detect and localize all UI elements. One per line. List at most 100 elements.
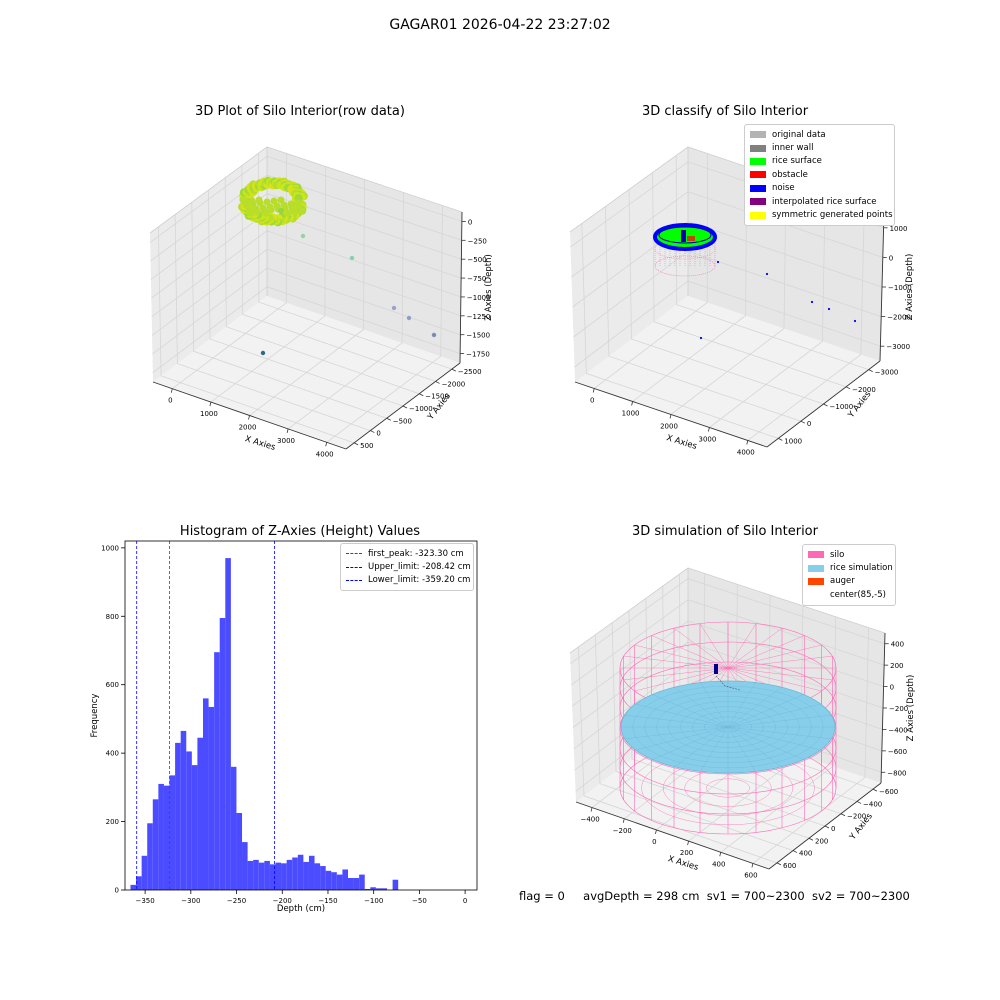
point-rice (292, 204, 301, 213)
silo-roof-wire (727, 667, 833, 681)
point-rice (263, 198, 271, 206)
x-tick (170, 388, 173, 393)
x-gridline (287, 192, 404, 430)
legend-label: auger (830, 576, 855, 587)
point-rice (293, 183, 302, 192)
legend-label: original data (772, 129, 826, 140)
point-rice (274, 205, 282, 213)
histogram-bar (197, 737, 203, 890)
point-rice (294, 186, 304, 196)
histogram-bar (152, 799, 159, 890)
y-axis-line (768, 782, 882, 870)
silo-roof-wire (699, 667, 729, 713)
histogram-bar (342, 869, 348, 890)
z-gridline (574, 683, 883, 771)
point-rice (288, 203, 296, 211)
point-rice (257, 183, 266, 192)
y-axis-label: Y Axies (425, 391, 453, 423)
point-rice (259, 204, 267, 212)
histogram-bar (169, 775, 176, 890)
rice-mesh-spoke (727, 726, 756, 772)
legend-entry: rice surface (750, 155, 889, 168)
point-rice (275, 215, 285, 224)
legend-entry: auger (808, 575, 890, 588)
legend-swatch (750, 157, 766, 165)
y-gridline (611, 622, 810, 839)
point-noise (716, 260, 720, 264)
x-gridline (752, 627, 869, 864)
y-gridline (174, 214, 371, 431)
histogram-bar (230, 766, 237, 890)
x-gridline (688, 605, 804, 842)
histogram-bar (292, 857, 298, 890)
y-tick-label: −600 (879, 788, 898, 796)
point-rice (242, 207, 252, 217)
point-rice (270, 197, 278, 205)
sv1-text: sv1 = 700~2300 (706, 889, 805, 903)
point-outlier (300, 233, 306, 239)
point-rice (294, 194, 303, 203)
point-rice (260, 181, 269, 190)
y-tick-label: 600 (106, 681, 119, 689)
avg-depth-text: avgDepth = 298 cm (583, 889, 700, 903)
point-rice (260, 207, 268, 215)
y-tick (845, 386, 851, 390)
point-rice (292, 202, 301, 211)
z-tick-label: −500 (467, 256, 486, 264)
y-gridline (581, 223, 779, 439)
y-tick-label: −2000 (852, 386, 876, 394)
point-rice (273, 202, 281, 210)
point-rice (242, 187, 252, 197)
point-rice (252, 214, 262, 223)
legend-entry: silo (808, 548, 890, 561)
rice-mesh-spoke (652, 694, 729, 728)
y-gridline (224, 177, 420, 395)
z-gridline (573, 662, 883, 750)
y-tick-label: −200 (847, 813, 866, 821)
point-rice (252, 205, 260, 213)
x-gridline (172, 153, 287, 390)
x-tick-label: −350 (135, 897, 154, 905)
x-tick (622, 818, 625, 823)
y-tick (800, 420, 806, 424)
silo-roof-wire (727, 628, 783, 669)
z-tick-label: −1750 (466, 351, 490, 359)
z-axis-line (459, 211, 463, 364)
x-gridline (249, 179, 365, 416)
point-rice (293, 191, 302, 201)
legend-label: symmetric generated points (772, 210, 893, 221)
point-rice (288, 211, 297, 220)
y-tick (868, 369, 873, 372)
legend-line-swatch (346, 579, 362, 581)
figure-title: GAGAR01 2026-04-22 23:27:02 (389, 17, 611, 33)
point-rice (249, 211, 258, 220)
histogram-bar (258, 862, 265, 890)
z-axis-line (879, 212, 885, 362)
histogram-bar (308, 855, 315, 890)
legend-swatch (750, 171, 766, 179)
point-rice (280, 201, 288, 209)
point-rice (261, 215, 271, 224)
point-noise (853, 319, 857, 323)
histogram-bar (314, 863, 321, 890)
wall-bottom-ring (654, 255, 716, 277)
z-gridline (152, 286, 461, 374)
y-axis-line (766, 360, 881, 448)
y-tick-label: −2500 (458, 368, 482, 376)
point-rice (268, 213, 278, 222)
point-rice (239, 193, 248, 203)
x-tick-label: 600 (744, 871, 757, 879)
y-tick-label: 1000 (784, 437, 802, 445)
point-rice (267, 179, 276, 188)
x-gridline (326, 205, 443, 443)
x-tick (592, 388, 595, 393)
histogram-bar (353, 878, 360, 890)
point-rice (242, 201, 250, 209)
histogram-bar (180, 730, 187, 890)
point-outlier (431, 332, 437, 338)
point-rice (263, 176, 273, 185)
rice-mesh-ring (715, 721, 741, 733)
rice-mesh-spoke (727, 682, 756, 728)
x-tick (655, 829, 657, 835)
point-rice (249, 183, 258, 192)
